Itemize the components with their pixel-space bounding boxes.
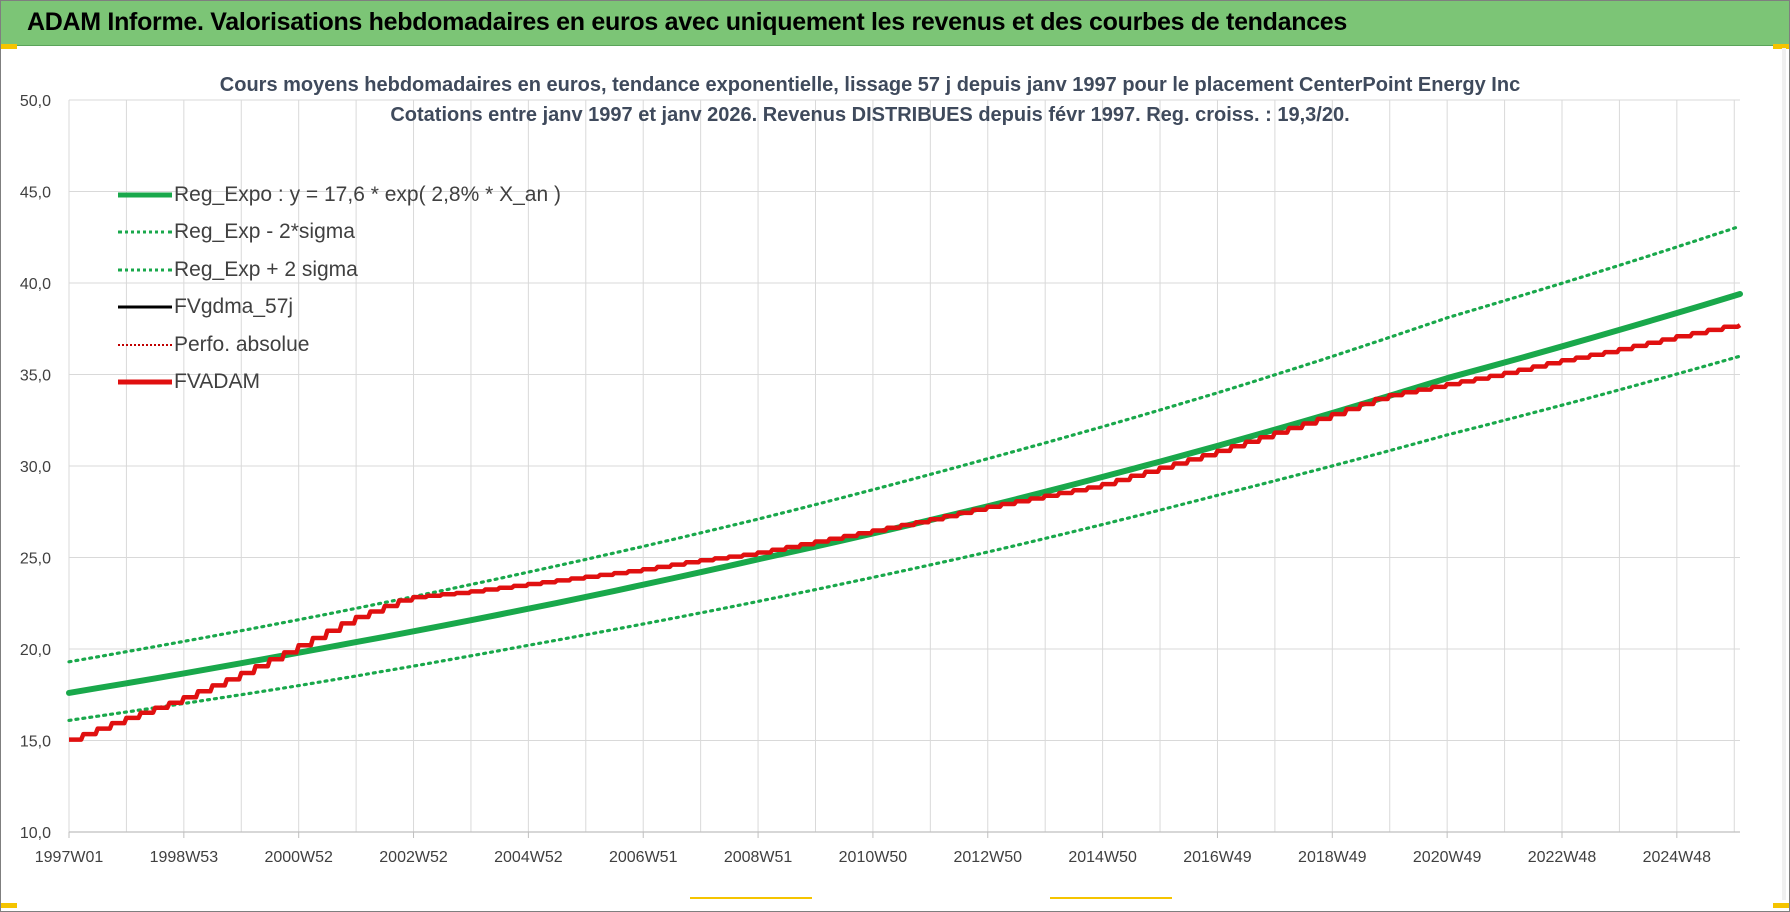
x-tick-label: 2016W49 — [1183, 849, 1252, 866]
series-line-reg-exp-2-sigma — [67, 354, 1742, 722]
x-tick-label: 2006W51 — [609, 849, 678, 866]
corner-marker — [1773, 903, 1789, 908]
report-banner: ADAM Informe. Valorisations hebdomadaire… — [1, 1, 1789, 46]
x-axis: 1997W01 1998W53 2000W52 2002W52 2004W52 2006W… — [35, 831, 1740, 866]
legend-label: FVADAM — [174, 370, 260, 394]
x-tick-label: 2004W52 — [494, 849, 563, 866]
series-line-reg-exp-2-sigma — [67, 224, 1742, 664]
corner-marker — [1, 44, 17, 49]
legend-item: FVgdma_57j — [118, 289, 561, 327]
legend-item: FVADAM — [118, 364, 561, 402]
y-axis: 10,0 15,0 20,0 25,0 30,0 35,0 40,0 45,0 50,0 — [20, 93, 51, 842]
x-tick-label: 2022W48 — [1528, 849, 1597, 866]
legend-swatch — [118, 265, 172, 275]
vertical-gridlines — [68, 100, 1735, 832]
legend-swatch — [118, 190, 172, 200]
legend-item: Reg_Expo : y = 17,6 * exp( 2,8% * X_an ) — [118, 176, 561, 214]
y-tick-label: 10,0 — [20, 825, 51, 842]
legend-item: Reg_Exp - 2*sigma — [118, 214, 561, 252]
x-tick-label: 1998W53 — [150, 849, 219, 866]
legend-item: Perfo. absolue — [118, 326, 561, 364]
x-tick-label: 2000W52 — [264, 849, 333, 866]
legend-swatch — [118, 377, 172, 387]
x-tick-label: 2012W50 — [954, 849, 1023, 866]
x-tick-label: 2014W50 — [1068, 849, 1137, 866]
legend-label: Reg_Exp + 2 sigma — [174, 257, 358, 281]
legend-item: Reg_Exp + 2 sigma — [118, 251, 561, 289]
bottom-marker — [690, 897, 812, 899]
y-tick-label: 35,0 — [20, 368, 51, 385]
x-tick-label: 1997W01 — [35, 849, 104, 866]
y-tick-label: 30,0 — [20, 459, 51, 476]
legend-label: Reg_Exp - 2*sigma — [174, 220, 355, 244]
corner-marker — [1773, 44, 1789, 49]
chart-legend: Reg_Expo : y = 17,6 * exp( 2,8% * X_an )… — [118, 176, 561, 401]
x-tick-label: 2010W50 — [839, 849, 908, 866]
y-tick-label: 40,0 — [20, 276, 51, 293]
chart-title-line-1: Cours moyens hebdomadaires en euros, ten… — [219, 74, 1521, 96]
y-tick-label: 15,0 — [20, 734, 51, 751]
y-tick-label: 45,0 — [20, 185, 51, 202]
chart-title: Cours moyens hebdomadaires en euros, ten… — [70, 70, 1670, 130]
legend-swatch — [118, 227, 172, 237]
x-tick-label: 2002W52 — [379, 849, 448, 866]
chart-title-line-2: Cotations entre janv 1997 et janv 2026. … — [390, 104, 1350, 126]
x-tick-label: 2008W51 — [724, 849, 793, 866]
legend-label: FVgdma_57j — [174, 295, 294, 319]
legend-label: Perfo. absolue — [174, 332, 310, 356]
x-tick-label: 2024W48 — [1643, 849, 1712, 866]
report-title: ADAM Informe. Valorisations hebdomadaire… — [27, 8, 1348, 36]
x-tick-label: 2018W49 — [1298, 849, 1367, 866]
legend-swatch — [118, 340, 172, 350]
series-lines — [66, 224, 1743, 742]
y-tick-label: 25,0 — [20, 551, 51, 568]
y-tick-label: 20,0 — [20, 642, 51, 659]
y-tick-label: 50,0 — [20, 93, 51, 110]
side-strip — [1782, 48, 1786, 900]
corner-marker — [1, 903, 17, 908]
bottom-marker — [1050, 897, 1172, 899]
legend-label: Reg_Expo : y = 17,6 * exp( 2,8% * X_an ) — [174, 182, 561, 206]
series-line-fvadam — [69, 323, 1742, 742]
x-tick-label: 2020W49 — [1413, 849, 1482, 866]
legend-swatch — [118, 302, 172, 312]
